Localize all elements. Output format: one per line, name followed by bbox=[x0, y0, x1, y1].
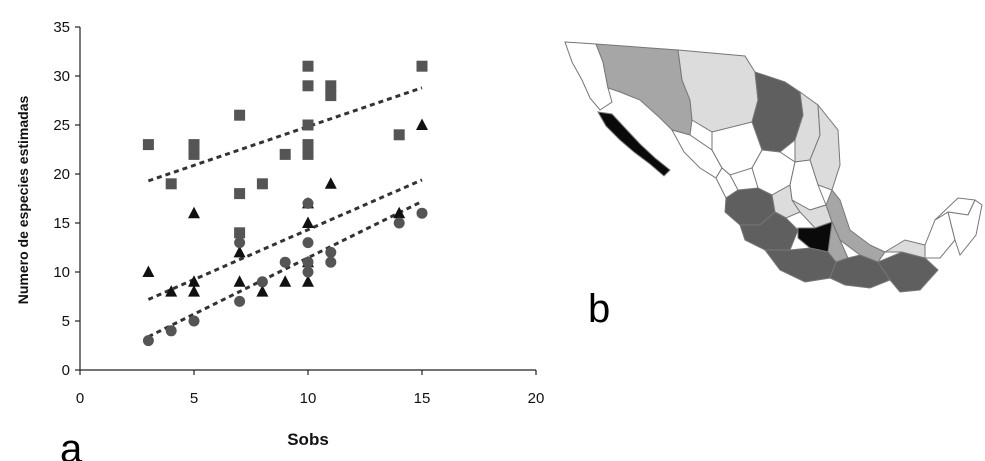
y-tick-label: 30 bbox=[53, 68, 70, 85]
data-point-square bbox=[142, 139, 154, 151]
data-point-circle bbox=[302, 256, 314, 268]
chart-axes bbox=[75, 26, 537, 375]
data-point-triangle bbox=[302, 216, 314, 228]
mexico-map bbox=[564, 41, 983, 293]
data-point-circle bbox=[302, 237, 314, 249]
data-point-square bbox=[302, 148, 314, 160]
data-point-circle bbox=[234, 237, 246, 249]
data-point-circle bbox=[416, 207, 428, 219]
data-point-triangle bbox=[279, 275, 292, 287]
data-point-square bbox=[302, 60, 314, 72]
data-point-triangle bbox=[188, 275, 200, 287]
y-tick-label: 15 bbox=[53, 215, 70, 232]
trend-line-circle bbox=[147, 200, 423, 339]
data-points bbox=[142, 60, 428, 347]
data-point-circle bbox=[302, 266, 314, 278]
data-point-triangle bbox=[188, 285, 200, 297]
map-nayarit bbox=[715, 167, 739, 199]
data-point-square bbox=[256, 178, 268, 190]
map-tamaulipas bbox=[809, 103, 841, 191]
y-tick-label: 0 bbox=[62, 362, 70, 379]
data-point-square bbox=[325, 90, 337, 102]
data-point-circle bbox=[142, 335, 154, 347]
data-point-triangle bbox=[165, 285, 178, 297]
data-point-square bbox=[188, 148, 200, 160]
panel-b-label: b bbox=[588, 287, 610, 331]
map-guerrero bbox=[764, 247, 837, 283]
data-point-triangle bbox=[188, 206, 200, 219]
data-point-triangle bbox=[256, 285, 269, 297]
data-point-circle bbox=[279, 256, 291, 268]
data-point-square bbox=[393, 129, 405, 141]
scatter-chart: 0 5 10 15 20 25 30 35 0 5 10 15 20 Numero de especi… bbox=[15, 19, 544, 449]
data-point-square bbox=[165, 178, 177, 190]
data-point-square bbox=[302, 139, 314, 151]
data-point-square bbox=[234, 188, 246, 200]
x-tick-label: 20 bbox=[528, 390, 545, 407]
map-baja-california-sur bbox=[597, 111, 671, 177]
data-point-square bbox=[188, 139, 200, 151]
x-tick-label: 15 bbox=[414, 390, 431, 407]
data-point-triangle bbox=[324, 177, 337, 189]
data-point-square bbox=[234, 227, 246, 239]
x-tick-label: 5 bbox=[190, 390, 198, 407]
data-point-circle bbox=[302, 197, 314, 209]
data-point-circle bbox=[256, 276, 268, 288]
y-tick-label: 5 bbox=[62, 313, 70, 330]
data-point-triangle bbox=[416, 118, 428, 130]
data-point-square bbox=[302, 119, 314, 131]
y-tick-label: 10 bbox=[53, 264, 70, 281]
panel-a-label: a bbox=[60, 427, 83, 461]
data-point-triangle bbox=[393, 206, 406, 219]
data-point-square bbox=[234, 109, 246, 121]
data-point-triangle bbox=[233, 275, 246, 287]
data-point-circle bbox=[234, 295, 246, 307]
data-point-triangle bbox=[233, 245, 246, 258]
data-point-triangle bbox=[142, 265, 155, 277]
data-point-circle bbox=[325, 246, 337, 258]
trend-lines bbox=[147, 86, 423, 339]
trend-line-square bbox=[147, 86, 423, 183]
y-tick-label: 25 bbox=[53, 117, 70, 134]
data-point-square bbox=[302, 80, 314, 92]
data-point-circle bbox=[325, 256, 337, 268]
map-quintana-roo bbox=[947, 199, 983, 257]
x-axis-label: Sobs bbox=[287, 430, 329, 449]
map-coahuila bbox=[751, 71, 804, 153]
x-tick-labels: 0 5 10 15 20 bbox=[76, 390, 545, 407]
y-tick-label: 35 bbox=[53, 19, 70, 36]
y-axis-label: Numero de especies estimadas bbox=[15, 96, 31, 305]
y-tick-labels: 0 5 10 15 20 25 30 35 bbox=[53, 19, 70, 379]
data-point-circle bbox=[188, 315, 200, 327]
x-tick-label: 10 bbox=[300, 390, 317, 407]
map-durango bbox=[711, 121, 763, 176]
data-point-circle bbox=[393, 217, 405, 229]
data-point-square bbox=[416, 60, 428, 72]
data-point-square bbox=[279, 148, 291, 160]
data-point-circle bbox=[165, 325, 177, 337]
data-point-triangle bbox=[302, 275, 314, 287]
data-point-square bbox=[325, 80, 337, 92]
y-tick-label: 20 bbox=[53, 166, 70, 183]
x-tick-label: 0 bbox=[76, 390, 84, 407]
